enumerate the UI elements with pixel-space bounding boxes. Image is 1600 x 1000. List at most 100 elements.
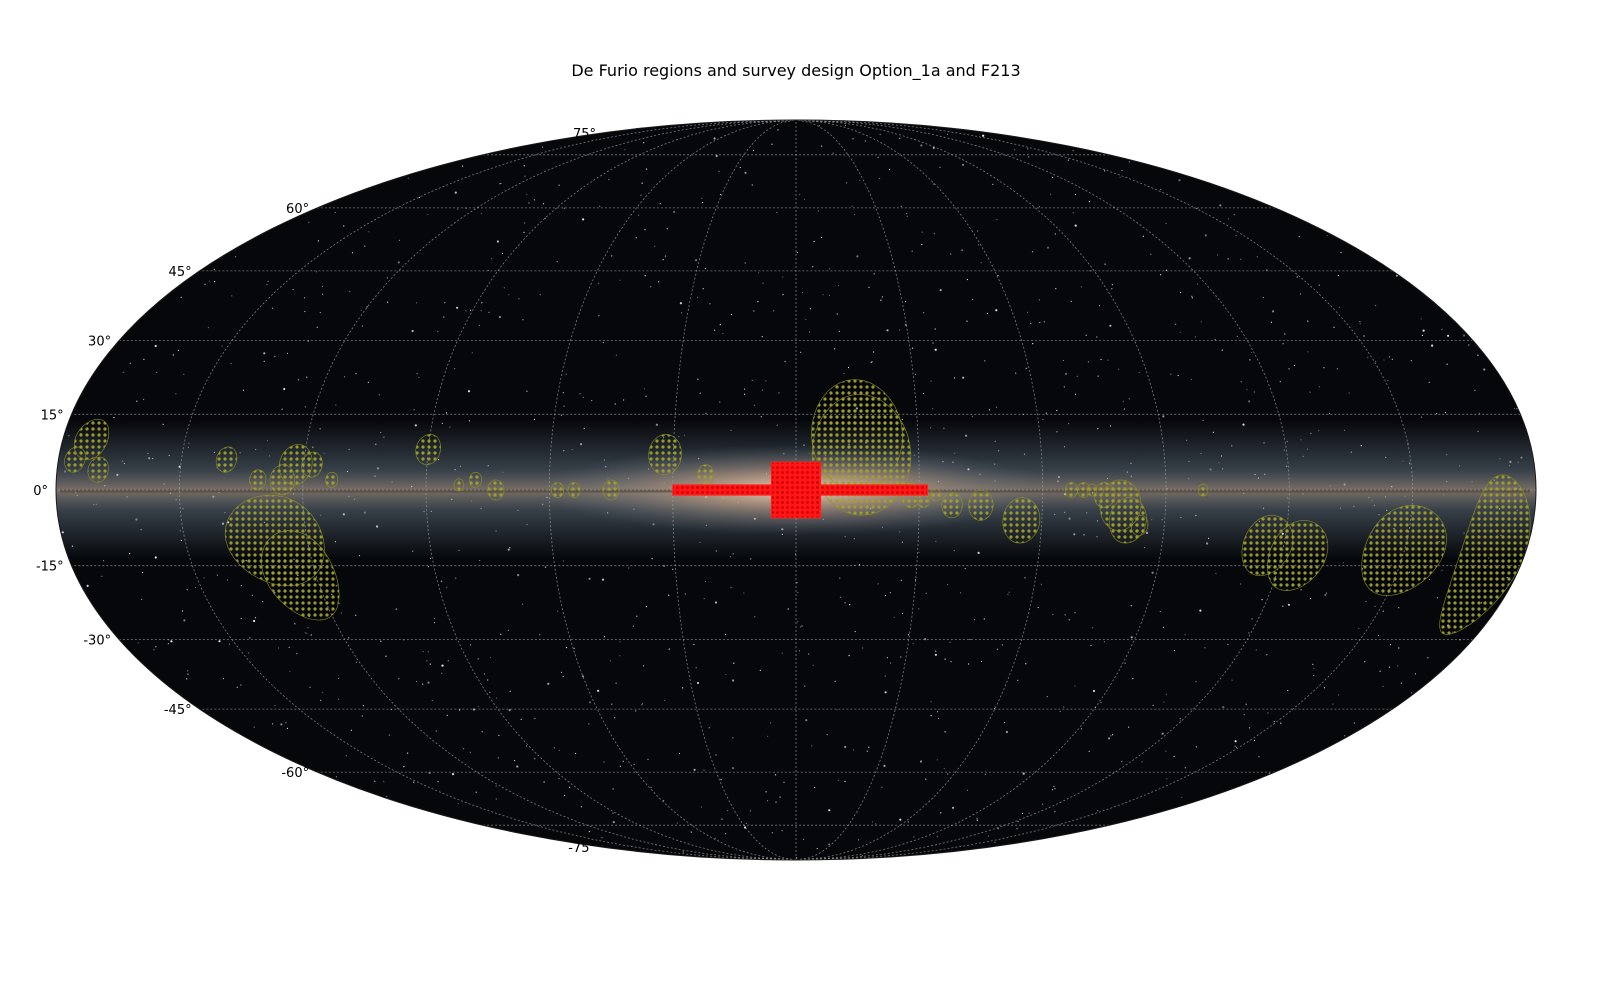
- star: [635, 237, 637, 239]
- star: [930, 380, 932, 382]
- star: [1326, 235, 1328, 237]
- star: [296, 852, 298, 854]
- star: [700, 806, 703, 808]
- star: [327, 861, 328, 862]
- star: [1165, 693, 1167, 695]
- star: [162, 775, 164, 777]
- star: [622, 760, 624, 762]
- star: [1334, 154, 1336, 156]
- star: [861, 855, 864, 857]
- star: [615, 682, 617, 684]
- star: [976, 819, 978, 821]
- star: [708, 727, 710, 729]
- star: [235, 256, 237, 258]
- star: [1544, 268, 1545, 269]
- star: [351, 252, 354, 254]
- star: [588, 701, 592, 704]
- star: [253, 619, 256, 623]
- star: [1509, 211, 1511, 213]
- star: [1111, 288, 1113, 290]
- star: [1514, 709, 1516, 711]
- star: [135, 150, 137, 152]
- star: [1514, 815, 1516, 817]
- star: [775, 774, 777, 776]
- star: [1323, 367, 1325, 369]
- star: [170, 699, 172, 702]
- star: [1150, 253, 1152, 255]
- star: [1152, 704, 1154, 706]
- star: [900, 656, 902, 658]
- star: [844, 602, 846, 604]
- star: [281, 408, 283, 410]
- star: [933, 233, 936, 235]
- star: [470, 644, 472, 646]
- star: [612, 821, 615, 824]
- star: [645, 395, 647, 397]
- star: [79, 373, 81, 375]
- star: [588, 577, 591, 580]
- star: [782, 276, 784, 278]
- star: [240, 684, 242, 686]
- star: [713, 137, 716, 140]
- star: [171, 823, 173, 826]
- de-furio-region: [602, 479, 620, 501]
- star: [1076, 375, 1078, 377]
- star: [100, 801, 102, 803]
- star: [1512, 236, 1514, 238]
- star: [575, 752, 577, 755]
- star: [1390, 134, 1392, 136]
- star: [1258, 756, 1260, 758]
- star: [976, 818, 978, 820]
- star: [1130, 605, 1132, 607]
- star: [1248, 632, 1250, 634]
- star: [508, 294, 510, 296]
- star: [803, 198, 806, 200]
- star: [136, 134, 140, 137]
- star: [187, 821, 189, 823]
- star: [1132, 678, 1134, 680]
- star: [117, 685, 119, 687]
- star: [1427, 657, 1429, 659]
- star: [1292, 160, 1295, 162]
- latitude-label: 60°: [286, 202, 309, 217]
- de-furio-region: [1131, 514, 1149, 536]
- star: [292, 289, 294, 291]
- star: [766, 800, 769, 802]
- star: [320, 699, 322, 702]
- star: [342, 125, 344, 127]
- star: [124, 752, 126, 754]
- star: [1307, 351, 1309, 353]
- star: [913, 836, 915, 838]
- star: [254, 759, 257, 762]
- star: [881, 786, 883, 788]
- star: [1505, 599, 1507, 601]
- star: [288, 646, 290, 649]
- star: [542, 203, 545, 205]
- star: [1121, 169, 1123, 172]
- star: [1273, 720, 1275, 723]
- star: [1235, 746, 1238, 749]
- star: [837, 284, 840, 287]
- star: [137, 773, 139, 776]
- star: [1014, 149, 1016, 151]
- star: [980, 262, 982, 264]
- star: [984, 773, 986, 776]
- star: [1410, 702, 1412, 704]
- star: [1025, 663, 1027, 665]
- star: [337, 698, 340, 700]
- star: [1159, 611, 1161, 613]
- star: [644, 229, 646, 231]
- star: [1170, 373, 1172, 375]
- star: [654, 245, 656, 247]
- star: [1096, 336, 1098, 338]
- star: [222, 678, 224, 680]
- star: [1328, 412, 1330, 414]
- star: [1379, 670, 1381, 672]
- star: [495, 785, 497, 787]
- star: [938, 717, 940, 720]
- star: [294, 623, 296, 625]
- star: [743, 592, 745, 594]
- star: [350, 729, 352, 731]
- star: [516, 765, 519, 768]
- star: [58, 737, 60, 739]
